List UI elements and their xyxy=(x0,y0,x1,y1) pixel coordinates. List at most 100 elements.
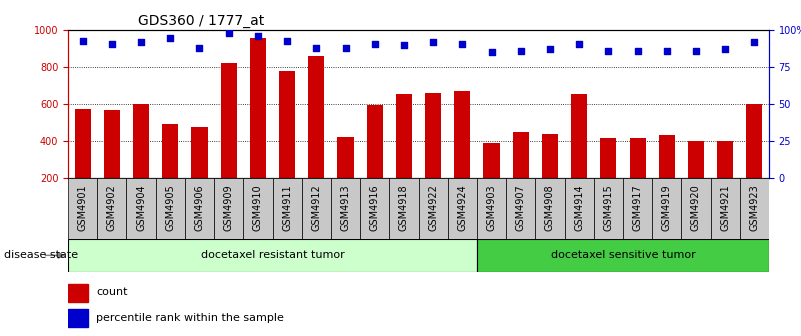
Text: docetaxel sensitive tumor: docetaxel sensitive tumor xyxy=(550,250,695,260)
Bar xyxy=(337,136,353,178)
Bar xyxy=(191,127,207,178)
Bar xyxy=(127,178,155,239)
Point xyxy=(310,45,323,51)
Bar xyxy=(185,178,214,239)
Point xyxy=(339,45,352,51)
Point xyxy=(106,41,119,46)
Text: GSM4901: GSM4901 xyxy=(78,184,87,231)
Bar xyxy=(740,178,769,239)
Point xyxy=(368,41,381,46)
Text: GSM4908: GSM4908 xyxy=(545,184,555,231)
Text: GSM4911: GSM4911 xyxy=(282,184,292,231)
Bar xyxy=(418,178,448,239)
Bar xyxy=(477,178,506,239)
Bar xyxy=(454,91,470,178)
Bar xyxy=(68,239,477,272)
Point xyxy=(164,35,177,40)
Text: GSM4916: GSM4916 xyxy=(370,184,380,231)
Point xyxy=(748,39,761,45)
Text: GSM4919: GSM4919 xyxy=(662,184,672,231)
Bar xyxy=(97,178,127,239)
Text: GSM4924: GSM4924 xyxy=(457,184,467,231)
Text: GSM4921: GSM4921 xyxy=(720,184,731,231)
Bar xyxy=(302,178,331,239)
Point xyxy=(485,50,498,55)
Text: GSM4920: GSM4920 xyxy=(691,184,701,231)
Text: GSM4917: GSM4917 xyxy=(633,184,642,231)
Bar xyxy=(389,178,418,239)
Bar xyxy=(74,109,91,178)
Bar xyxy=(244,178,272,239)
Bar xyxy=(600,138,617,178)
Text: GSM4912: GSM4912 xyxy=(312,184,321,231)
Bar xyxy=(396,94,412,178)
Text: GSM4923: GSM4923 xyxy=(750,184,759,231)
Bar xyxy=(710,178,740,239)
Text: GSM4914: GSM4914 xyxy=(574,184,584,231)
Point xyxy=(76,38,89,43)
Bar xyxy=(747,104,763,178)
Text: GSM4905: GSM4905 xyxy=(165,184,175,231)
Point xyxy=(631,48,644,54)
Text: GDS360 / 1777_at: GDS360 / 1777_at xyxy=(139,14,264,28)
Bar xyxy=(565,178,594,239)
Point xyxy=(280,38,293,43)
Bar xyxy=(331,178,360,239)
Bar xyxy=(104,110,120,178)
Text: GSM4915: GSM4915 xyxy=(603,184,614,231)
Bar xyxy=(425,93,441,178)
Point xyxy=(252,34,264,39)
Text: GSM4910: GSM4910 xyxy=(253,184,263,231)
Text: GSM4913: GSM4913 xyxy=(340,184,351,231)
Point xyxy=(456,41,469,46)
Text: percentile rank within the sample: percentile rank within the sample xyxy=(96,313,284,323)
Bar xyxy=(367,105,383,178)
Bar xyxy=(688,141,704,178)
Bar xyxy=(594,178,623,239)
Bar xyxy=(630,138,646,178)
Bar xyxy=(506,178,535,239)
Bar xyxy=(360,178,389,239)
Bar xyxy=(279,71,295,178)
Bar xyxy=(68,284,88,302)
Point xyxy=(690,48,702,54)
Text: count: count xyxy=(96,288,127,297)
Bar xyxy=(484,143,500,178)
Point xyxy=(427,39,440,45)
Point xyxy=(602,48,614,54)
Bar xyxy=(155,178,185,239)
Point xyxy=(223,31,235,36)
Bar xyxy=(658,135,674,178)
Bar xyxy=(214,178,244,239)
Point xyxy=(135,39,147,45)
Point xyxy=(660,48,673,54)
Text: docetaxel resistant tumor: docetaxel resistant tumor xyxy=(200,250,344,260)
Bar xyxy=(477,239,769,272)
Bar xyxy=(133,104,149,178)
Bar xyxy=(308,56,324,178)
Bar xyxy=(717,141,733,178)
Point xyxy=(397,42,410,48)
Point xyxy=(718,47,731,52)
Text: GSM4902: GSM4902 xyxy=(107,184,117,231)
Bar xyxy=(571,94,587,178)
Text: GSM4906: GSM4906 xyxy=(195,184,204,231)
Bar xyxy=(272,178,302,239)
Bar xyxy=(623,178,652,239)
Text: GSM4918: GSM4918 xyxy=(399,184,409,231)
Bar xyxy=(652,178,682,239)
Text: GSM4922: GSM4922 xyxy=(428,184,438,231)
Bar xyxy=(163,125,179,178)
Bar xyxy=(448,178,477,239)
Bar xyxy=(68,309,88,327)
Bar xyxy=(220,62,237,178)
Text: GSM4909: GSM4909 xyxy=(223,184,234,231)
Bar xyxy=(682,178,710,239)
Text: GSM4904: GSM4904 xyxy=(136,184,146,231)
Bar xyxy=(250,38,266,178)
Text: GSM4903: GSM4903 xyxy=(486,184,497,231)
Point xyxy=(193,45,206,51)
Bar xyxy=(513,132,529,178)
Point xyxy=(544,47,557,52)
Point xyxy=(573,41,586,46)
